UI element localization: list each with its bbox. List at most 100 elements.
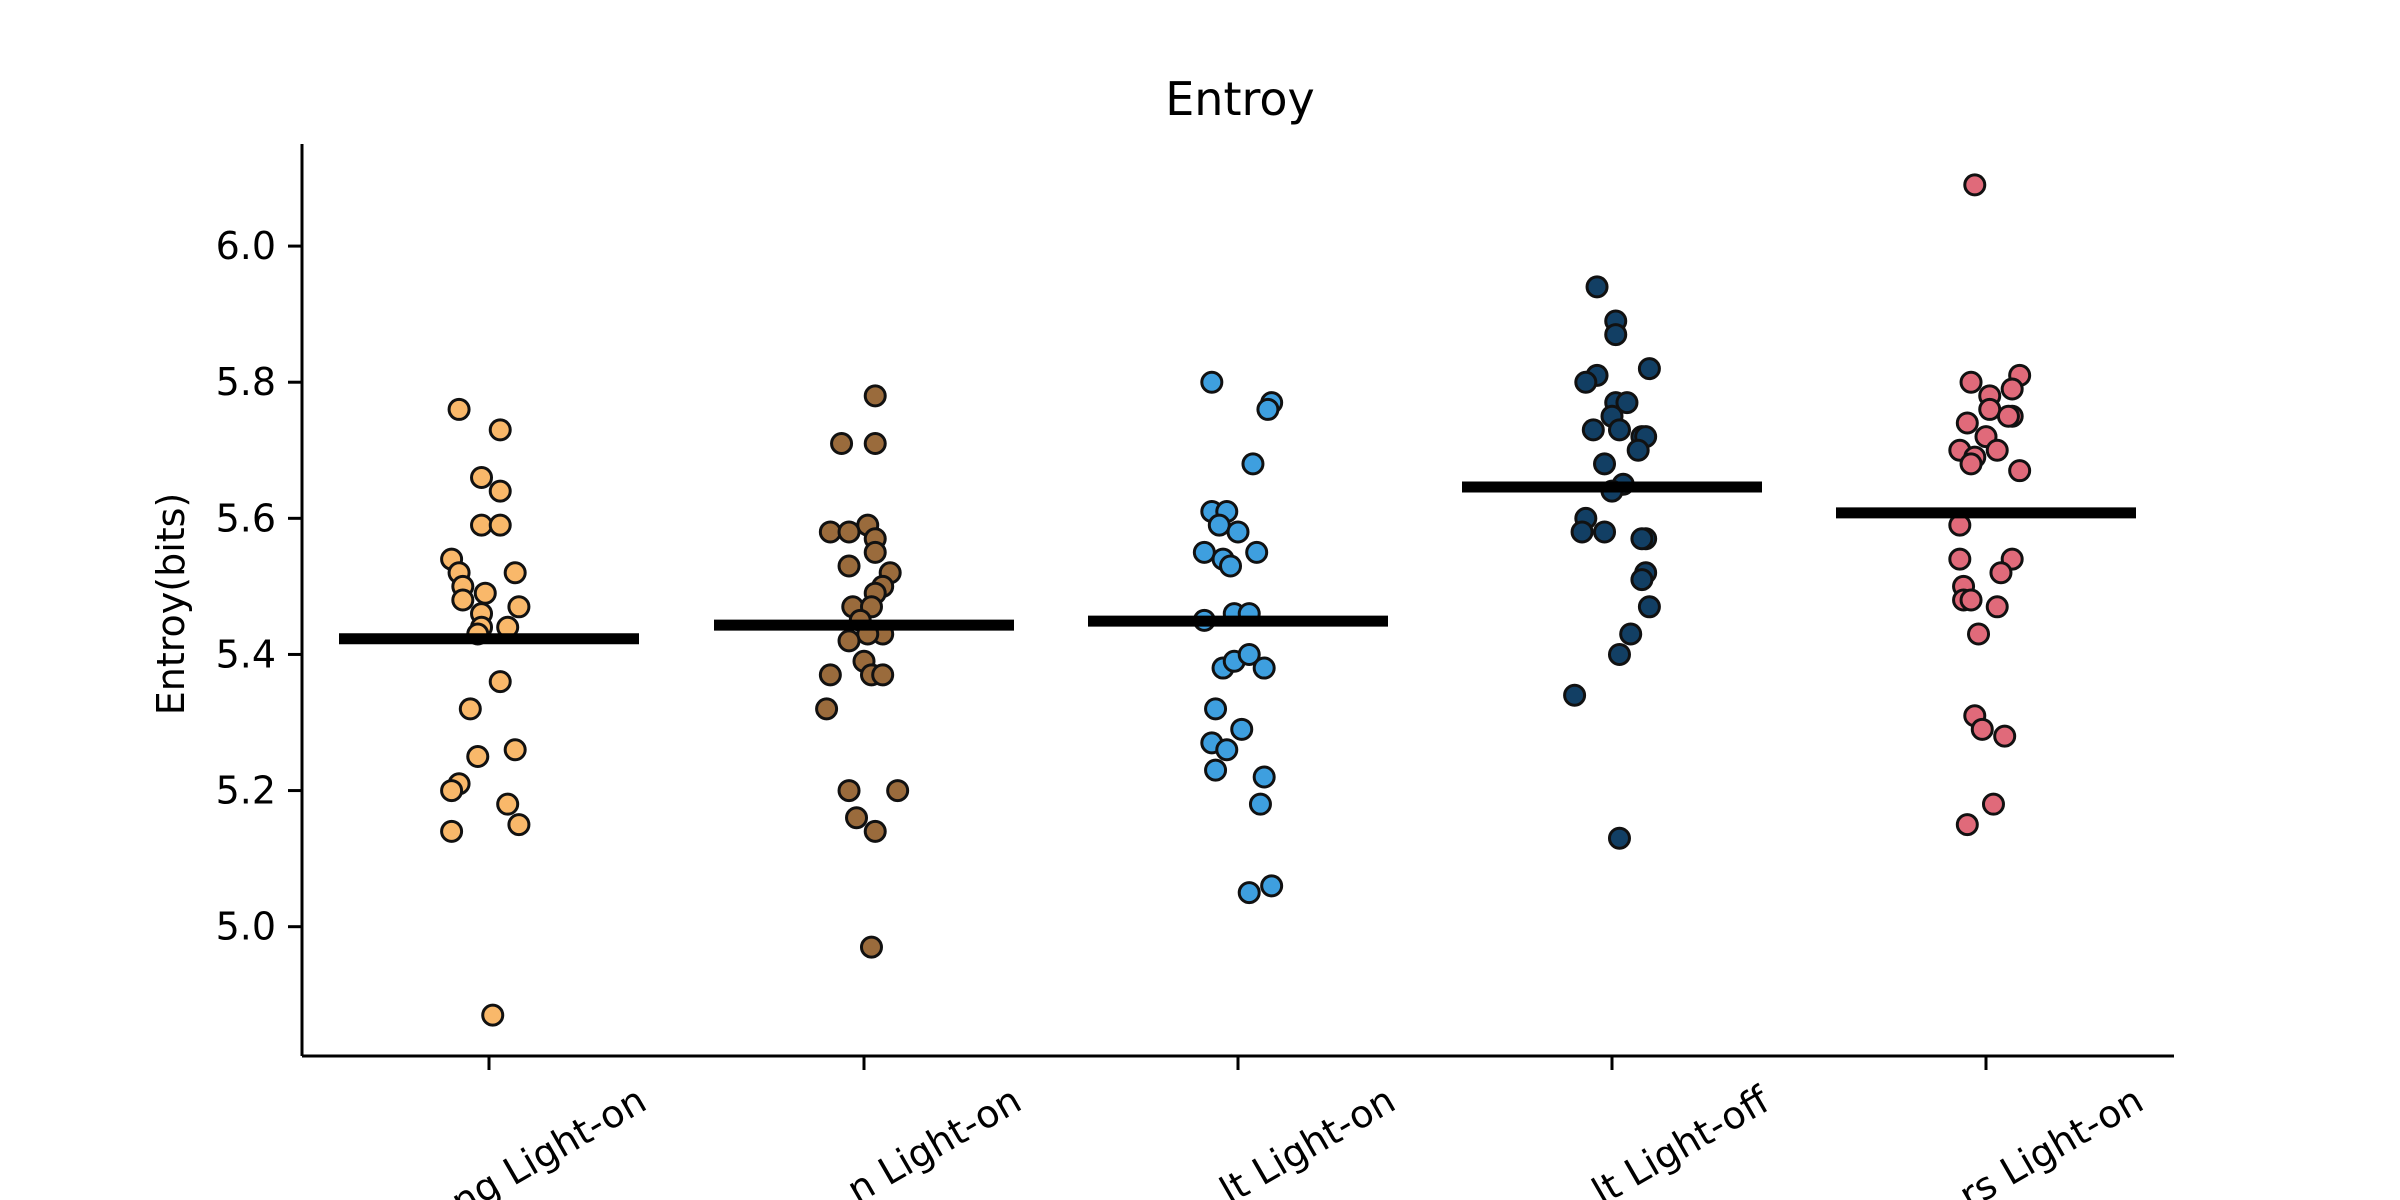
data-point [2008, 459, 2032, 483]
data-point [837, 629, 861, 653]
data-point [470, 465, 494, 489]
data-point [863, 540, 887, 564]
data-point [1978, 397, 2002, 421]
data-point [1230, 717, 1254, 741]
data-point [481, 1003, 505, 1027]
data-point [863, 819, 887, 843]
data-point [1207, 513, 1231, 537]
y-tick-label: 5.0 [216, 905, 276, 949]
x-tick-label: n Light-on [840, 1078, 1029, 1200]
data-point [1219, 554, 1243, 578]
x-tick-label: lt Light-off [1585, 1077, 1778, 1200]
data-point [2000, 377, 2024, 401]
data-point [1256, 397, 1280, 421]
data-point [440, 779, 464, 803]
data-point [1245, 540, 1269, 564]
data-point [1626, 438, 1650, 462]
data-point [1237, 642, 1261, 666]
data-point [1237, 881, 1261, 905]
data-point [1226, 520, 1250, 544]
y-tick-label: 5.4 [216, 632, 276, 676]
data-point [1200, 370, 1224, 394]
data-point [818, 663, 842, 687]
data-point [503, 738, 527, 762]
data-point [1996, 404, 2020, 428]
x-axis-ticks: ng Light-on n Light-on lt Light-on lt Light… [444, 1056, 2151, 1200]
data-point [1981, 792, 2005, 816]
data-point [1252, 765, 1276, 789]
data-point [1593, 452, 1617, 476]
data-point [1963, 173, 1987, 197]
data-point [1192, 540, 1216, 564]
data-point [458, 697, 482, 721]
data-point [488, 670, 512, 694]
data-point [1948, 547, 1972, 571]
data-point [1985, 595, 2009, 619]
series-group [714, 384, 1014, 959]
series-group [1836, 173, 2136, 837]
data-point [1630, 568, 1654, 592]
data-point [1970, 717, 1994, 741]
data-point [871, 663, 895, 687]
series-group [1462, 275, 1762, 850]
data-point [1593, 520, 1617, 544]
data-point [1252, 656, 1276, 680]
data-point [837, 779, 861, 803]
data-point [863, 431, 887, 455]
data-point [1630, 527, 1654, 551]
data-point [845, 806, 869, 830]
data-point [1570, 520, 1594, 544]
data-point [886, 779, 910, 803]
x-tick-label: rs Light-on [1952, 1078, 2151, 1200]
data-point [1989, 561, 2013, 585]
data-point [1260, 874, 1284, 898]
y-axis-ticks: 5.0 5.2 5.4 5.6 5.8 6.0 [216, 224, 302, 949]
series-layer [339, 173, 2136, 1027]
data-point [1607, 826, 1631, 850]
data-point [1637, 595, 1661, 619]
data-point [1574, 370, 1598, 394]
data-point [473, 581, 497, 605]
data-point [488, 513, 512, 537]
y-tick-label: 5.2 [216, 769, 276, 813]
data-point [863, 384, 887, 408]
data-point [1955, 411, 1979, 435]
x-tick-label: ng Light-on [444, 1078, 654, 1200]
chart-title: Entroy [1165, 72, 1315, 126]
data-point [1585, 275, 1609, 299]
data-point [507, 595, 531, 619]
data-point [818, 520, 842, 544]
data-point [1607, 642, 1631, 666]
data-point [1563, 683, 1587, 707]
x-tick-label: lt Light-on [1212, 1078, 1402, 1200]
data-point [1959, 588, 1983, 612]
data-point [837, 520, 861, 544]
data-point [447, 397, 471, 421]
data-point [507, 813, 531, 837]
data-point [1204, 758, 1228, 782]
data-point [1993, 724, 2017, 748]
series-group [339, 397, 639, 1027]
data-point [470, 513, 494, 537]
data-point [1215, 738, 1239, 762]
data-point [1637, 357, 1661, 381]
data-point [1604, 323, 1628, 347]
data-point [837, 554, 861, 578]
data-point [1204, 697, 1228, 721]
data-point [1248, 792, 1272, 816]
y-tick-label: 5.6 [216, 496, 276, 540]
data-point [1967, 622, 1991, 646]
data-point [1959, 370, 1983, 394]
y-tick-label: 6.0 [216, 224, 276, 268]
data-point [503, 561, 527, 585]
data-point [488, 418, 512, 442]
data-point [859, 935, 883, 959]
data-point [1985, 438, 2009, 462]
data-point [1241, 452, 1265, 476]
y-axis-label: Entroy(bits) [149, 493, 193, 716]
data-point [1955, 813, 1979, 837]
data-point [1581, 418, 1605, 442]
data-point [496, 792, 520, 816]
series-group [1088, 370, 1388, 905]
